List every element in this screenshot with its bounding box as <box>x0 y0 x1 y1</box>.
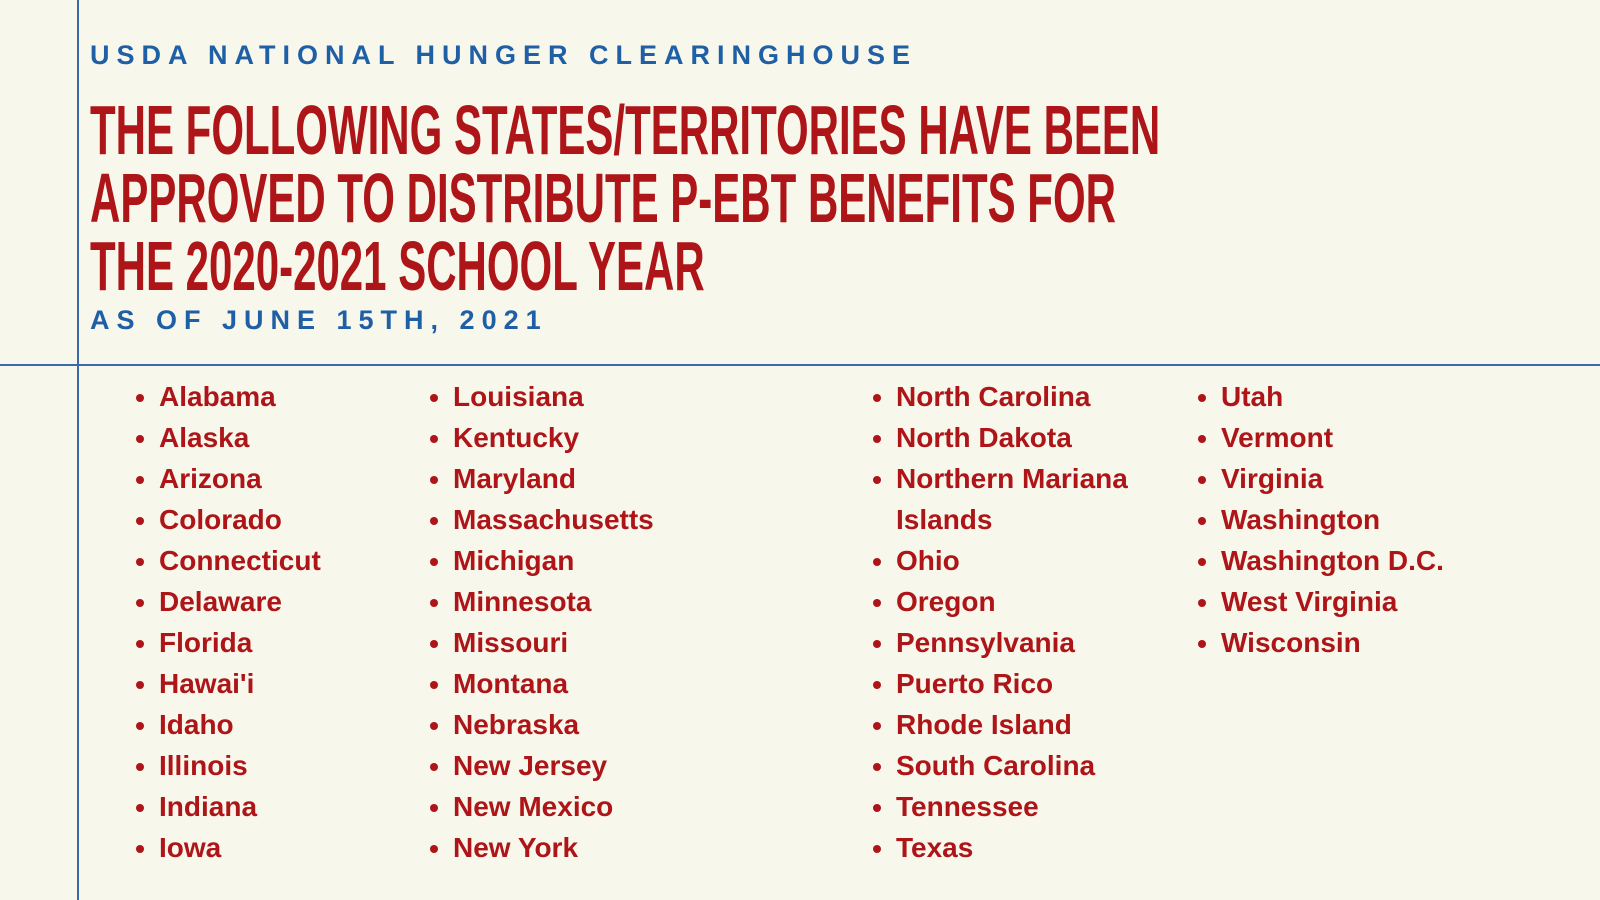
state-list: LouisianaKentuckyMarylandMassachusettsMi… <box>431 376 833 868</box>
state-item: Maryland <box>453 458 833 499</box>
state-item: Minnesota <box>453 581 833 622</box>
title-line: THE FOLLOWING STATES/TERRITORIES HAVE BE… <box>90 91 1161 169</box>
org-name: USDA NATIONAL HUNGER CLEARINGHOUSE <box>90 40 918 70</box>
state-item: Indiana <box>159 786 419 827</box>
title: THE FOLLOWING STATES/TERRITORIES HAVE BE… <box>90 91 1161 305</box>
state-item: Delaware <box>159 581 419 622</box>
state-item: Idaho <box>159 704 419 745</box>
state-item: Washington <box>1221 499 1581 540</box>
state-item: Massachusetts <box>453 499 833 540</box>
state-item: Kentucky <box>453 417 833 458</box>
title-line: THE 2020-2021 SCHOOL YEAR <box>90 227 705 305</box>
state-item: Utah <box>1221 376 1581 417</box>
state-item: Virginia <box>1221 458 1581 499</box>
date: AS OF JUNE 15TH, 2021 <box>90 305 548 335</box>
state-item: Nebraska <box>453 704 833 745</box>
state-list: UtahVermontVirginiaWashingtonWashington … <box>1199 376 1581 663</box>
state-item: North Carolina <box>896 376 1166 417</box>
state-item: Florida <box>159 622 419 663</box>
state-item: Texas <box>896 827 1166 868</box>
state-item: Oregon <box>896 581 1166 622</box>
title-line: APPROVED TO DISTRIBUTE P-EBT BENEFITS FO… <box>90 159 1116 237</box>
state-item: West Virginia <box>1221 581 1581 622</box>
state-item: Missouri <box>453 622 833 663</box>
state-item: Wisconsin <box>1221 622 1581 663</box>
state-item: New Mexico <box>453 786 833 827</box>
state-item: Rhode Island <box>896 704 1166 745</box>
state-item: Colorado <box>159 499 419 540</box>
state-item: Connecticut <box>159 540 419 581</box>
state-list: North CarolinaNorth DakotaNorthern Maria… <box>874 376 1166 868</box>
state-item: Arizona <box>159 458 419 499</box>
state-item: Northern Mariana Islands <box>896 458 1166 540</box>
state-item: Hawai'i <box>159 663 419 704</box>
state-item: Tennessee <box>896 786 1166 827</box>
state-item: North Dakota <box>896 417 1166 458</box>
state-item: Ohio <box>896 540 1166 581</box>
state-item: South Carolina <box>896 745 1166 786</box>
divider-horizontal <box>0 364 1600 366</box>
state-item: Illinois <box>159 745 419 786</box>
state-item: Washington D.C. <box>1221 540 1581 581</box>
state-item: Pennsylvania <box>896 622 1166 663</box>
state-item: Puerto Rico <box>896 663 1166 704</box>
state-item: Michigan <box>453 540 833 581</box>
state-item: Alabama <box>159 376 419 417</box>
state-list: AlabamaAlaskaArizonaColoradoConnecticutD… <box>137 376 419 868</box>
state-item: New Jersey <box>453 745 833 786</box>
divider-vertical <box>77 0 79 900</box>
state-item: Montana <box>453 663 833 704</box>
state-item: Louisiana <box>453 376 833 417</box>
state-item: Alaska <box>159 417 419 458</box>
state-item: New York <box>453 827 833 868</box>
state-item: Vermont <box>1221 417 1581 458</box>
state-item: Iowa <box>159 827 419 868</box>
